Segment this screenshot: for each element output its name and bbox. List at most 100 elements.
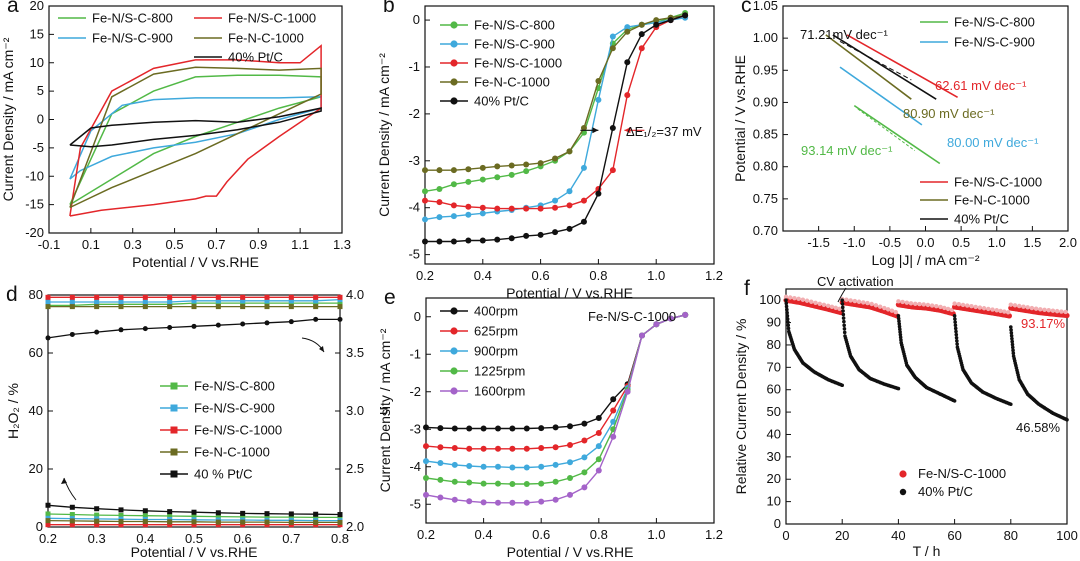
panel-letter: a xyxy=(7,0,19,17)
data-point xyxy=(142,294,148,300)
data-point xyxy=(581,454,588,461)
data-point-halo xyxy=(900,299,905,305)
data-point xyxy=(897,324,902,329)
data-point xyxy=(581,420,588,427)
panel-f: f 0 20 40 60 80 100 0 10 20 30 40 50 60 70 80 90 100 T / h… xyxy=(733,274,1078,559)
data-point xyxy=(479,176,486,183)
data-point xyxy=(1010,336,1014,341)
data-point xyxy=(480,480,487,487)
data-point xyxy=(638,31,645,38)
y2-tick-label: 4.0 xyxy=(346,287,364,302)
panel-c: c -1.5 -1.0 -0.5 0.0 0.5 1.0 1.5 2.0 0.70 0.75 0.80… xyxy=(732,0,1077,268)
legend-marker xyxy=(899,488,907,496)
final-retention-label: 46.58% xyxy=(1016,420,1061,435)
data-point xyxy=(495,480,501,487)
data-point xyxy=(509,499,516,506)
data-point xyxy=(191,323,197,329)
data-point xyxy=(450,238,457,245)
data-point xyxy=(264,298,270,304)
y-axis-label: H₂O₂ / % xyxy=(5,383,21,439)
x-tick-label: 0.0 xyxy=(916,235,934,250)
data-point xyxy=(509,425,516,432)
x-tick-label: 0.2 xyxy=(416,268,434,283)
x-tick-label: -1.0 xyxy=(843,235,865,250)
data-point xyxy=(45,304,51,310)
y-tick-label: 0 xyxy=(37,112,44,127)
data-point xyxy=(786,323,791,328)
x-tick-label: -0.5 xyxy=(879,235,901,250)
legend-label: 40% Pt/C xyxy=(228,50,283,65)
data-point xyxy=(1006,313,1012,319)
data-point xyxy=(45,518,51,524)
panel-letter: b xyxy=(383,0,395,17)
data-point-halo xyxy=(945,306,951,312)
data-point xyxy=(94,299,100,305)
data-point-halo xyxy=(792,295,797,301)
data-point-halo xyxy=(934,304,939,309)
data-point xyxy=(436,199,443,206)
data-point-halo xyxy=(885,307,891,312)
panel-b: b 0.2 0.4 0.6 0.8 1.0 1.2 -5 -4 -3 -2 -1 0 Potential … xyxy=(376,0,723,301)
data-point xyxy=(566,202,573,209)
tafel-line xyxy=(832,34,937,100)
legend-marker xyxy=(450,367,458,375)
y-tick-label: 40 xyxy=(767,426,781,441)
data-point xyxy=(841,316,846,320)
y-tick-label: 20 xyxy=(767,471,781,486)
x-tick-label: 0.9 xyxy=(249,237,267,252)
data-point xyxy=(552,424,559,431)
data-point xyxy=(69,304,75,310)
data-point xyxy=(215,298,221,304)
data-point xyxy=(451,445,458,451)
legend-marker xyxy=(450,21,458,29)
data-point xyxy=(1010,342,1015,347)
x-tick-label: 0.8 xyxy=(589,268,607,283)
data-point-halo xyxy=(1046,308,1051,313)
data-point xyxy=(240,510,246,516)
data-point xyxy=(495,463,501,470)
legend-marker xyxy=(450,78,458,86)
legend-label: Fe-N/S-C-800 xyxy=(954,15,1035,30)
data-point xyxy=(954,332,959,337)
data-point xyxy=(784,298,788,302)
y-tick-label: 70 xyxy=(767,359,781,374)
data-point-halo xyxy=(796,296,801,302)
data-point xyxy=(624,59,631,66)
lsv-curve xyxy=(424,17,686,221)
data-point-halo xyxy=(981,306,987,311)
data-point xyxy=(436,238,443,245)
x-tick-label: 0.4 xyxy=(475,527,493,542)
y-tick-label: 0.95 xyxy=(753,62,778,77)
y-tick-label: 80 xyxy=(29,287,43,302)
data-point xyxy=(142,299,148,305)
data-point-halo xyxy=(829,304,835,309)
x-tick-label: 0.7 xyxy=(207,237,225,252)
data-point xyxy=(523,161,530,168)
lsv-curve xyxy=(424,12,686,192)
data-point xyxy=(898,332,903,337)
legend-label: Fe-N/S-C-1000 xyxy=(918,466,1006,481)
data-point-halo xyxy=(889,308,895,313)
data-point xyxy=(215,522,221,528)
data-point xyxy=(118,518,124,524)
x-axis-label: Potential / V vs.RHE xyxy=(132,254,259,270)
arrow-head xyxy=(61,478,67,484)
data-point-halo xyxy=(817,301,822,306)
data-point xyxy=(523,232,530,239)
data-point xyxy=(422,216,428,223)
data-point xyxy=(609,167,616,174)
y-tick-label: 20 xyxy=(30,0,44,13)
data-point xyxy=(567,442,573,448)
legend-marker xyxy=(170,448,178,456)
data-point-halo xyxy=(942,305,947,311)
data-point xyxy=(624,24,631,31)
data-point xyxy=(142,326,148,332)
data-point xyxy=(785,317,790,321)
data-point-halo xyxy=(904,300,910,305)
x-tick-label: 0.2 xyxy=(39,531,57,546)
plot-frame xyxy=(425,297,715,524)
data-point xyxy=(898,330,902,334)
legend-marker xyxy=(450,387,458,395)
cv-curve xyxy=(69,44,322,217)
legend-marker xyxy=(450,59,458,67)
